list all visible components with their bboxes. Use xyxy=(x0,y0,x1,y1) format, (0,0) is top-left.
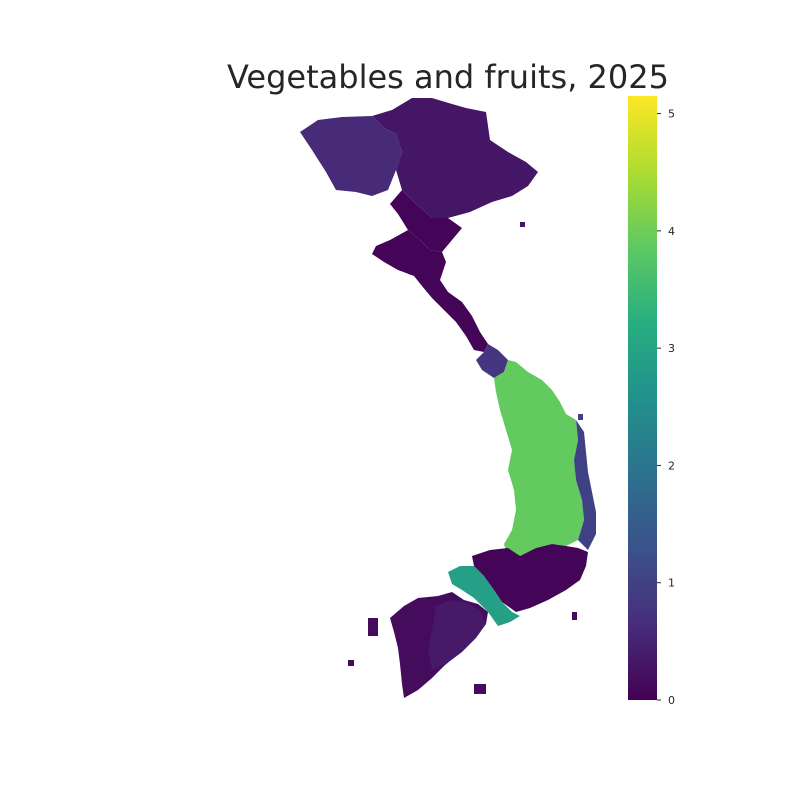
region-south-central-coast-strip xyxy=(574,420,596,550)
region-island-northeast xyxy=(520,222,525,227)
region-central-highlands xyxy=(494,360,584,558)
colorbar-tick-label: 0 xyxy=(668,694,675,707)
colorbar xyxy=(628,96,657,700)
region-red-river-delta xyxy=(390,190,462,252)
region-north-central-coast xyxy=(372,230,488,352)
region-southeast-east xyxy=(448,566,520,626)
region-island-south xyxy=(474,684,486,694)
region-northwest xyxy=(300,116,402,196)
colorbar-tick-label: 4 xyxy=(668,225,675,238)
vietnam-map xyxy=(300,98,596,698)
region-island-far-west xyxy=(348,660,354,666)
region-island-west xyxy=(368,618,378,636)
region-southeast xyxy=(472,544,588,612)
colorbar-ticks: 0 1 2 3 4 5 xyxy=(657,108,675,707)
colorbar-tick-label: 1 xyxy=(668,577,675,590)
region-central-coast-south xyxy=(476,344,508,378)
colorbar-tick-label: 2 xyxy=(668,459,675,472)
region-mekong-delta-inner xyxy=(428,600,486,670)
chart-title: Vegetables and fruits, 2025 xyxy=(227,58,669,96)
region-island-southeast xyxy=(572,612,577,620)
colorbar-tick-label: 3 xyxy=(668,342,675,355)
region-northeast xyxy=(372,98,538,218)
region-island-coast xyxy=(578,414,583,420)
colorbar-tick-label: 5 xyxy=(668,108,675,121)
